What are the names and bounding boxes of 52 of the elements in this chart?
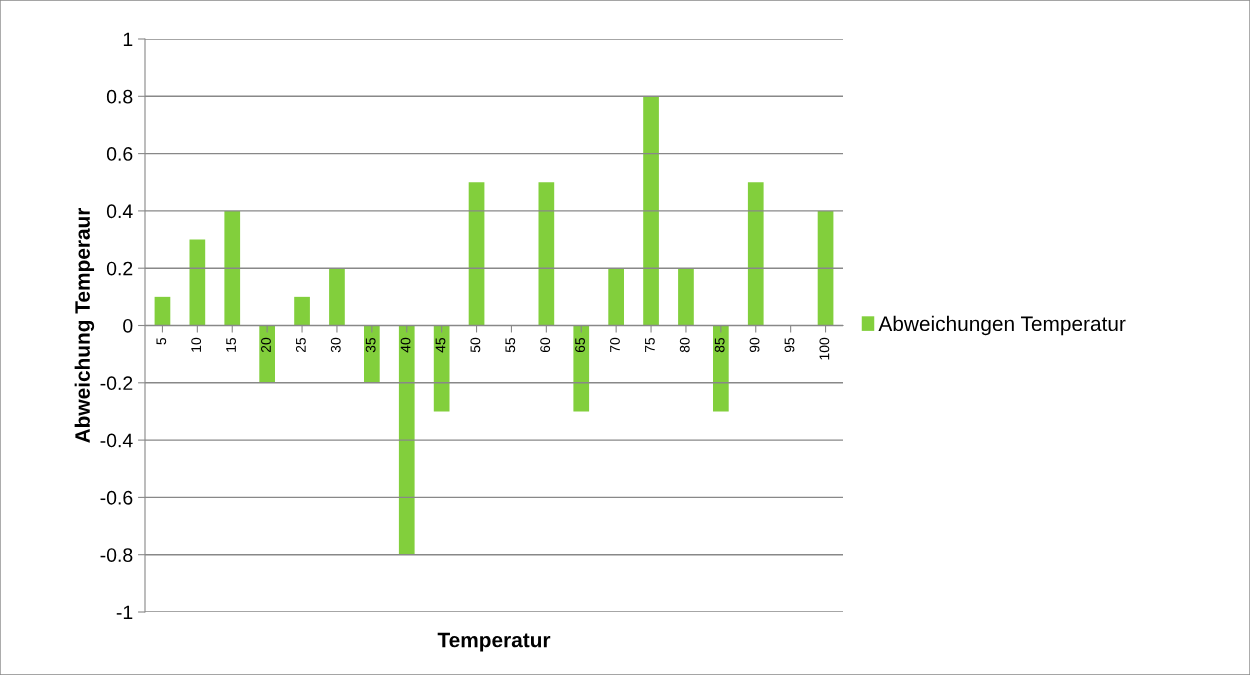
x-tick-label: 80 bbox=[679, 337, 690, 353]
x-tick-label: 50 bbox=[470, 337, 481, 353]
legend-label: Abweichungen Temperatur bbox=[878, 315, 1126, 336]
bar bbox=[713, 325, 729, 412]
x-tick-label: 85 bbox=[714, 337, 725, 353]
x-tick-label: 40 bbox=[400, 337, 411, 353]
x-tick-label: 95 bbox=[784, 337, 795, 353]
y-tick-label: 0.8 bbox=[106, 89, 133, 104]
bar bbox=[538, 182, 555, 326]
bar bbox=[259, 325, 275, 383]
y-tick-label: -0.8 bbox=[100, 548, 133, 562]
x-tick-label: 100 bbox=[819, 337, 830, 360]
y-tick-label: -1 bbox=[116, 605, 133, 620]
y-tick-label: -0.6 bbox=[100, 490, 133, 505]
y-tick-label: 0.2 bbox=[106, 261, 133, 276]
bar bbox=[433, 325, 450, 412]
x-tick-label: 20 bbox=[261, 337, 271, 353]
x-axis-title: Temperatur bbox=[437, 632, 551, 652]
y-axis-title: Abweichung Temperaur bbox=[74, 207, 95, 443]
y-tick-label: -0.2 bbox=[100, 376, 133, 391]
y-tick-label: 0.6 bbox=[106, 147, 133, 161]
bar bbox=[294, 296, 310, 326]
bar bbox=[224, 210, 241, 326]
x-tick-label: 55 bbox=[505, 337, 516, 353]
bar bbox=[329, 268, 345, 326]
x-tick-label: 45 bbox=[435, 337, 446, 353]
x-tick-label: 25 bbox=[295, 337, 306, 353]
y-tick-label: 1 bbox=[123, 32, 133, 47]
x-tick-label: 75 bbox=[645, 337, 655, 353]
x-tick-label: 10 bbox=[191, 337, 202, 352]
y-tick-label: -0.4 bbox=[100, 433, 133, 448]
bar bbox=[154, 296, 171, 326]
x-tick-label: 35 bbox=[365, 337, 376, 353]
bar bbox=[747, 182, 764, 326]
bar bbox=[398, 325, 415, 555]
bar bbox=[468, 182, 485, 326]
x-tick-label: 15 bbox=[226, 337, 236, 352]
bar bbox=[364, 325, 380, 383]
bar bbox=[608, 268, 624, 326]
bar bbox=[643, 96, 659, 326]
x-tick-label: 65 bbox=[575, 337, 585, 353]
bar bbox=[678, 268, 694, 326]
bar bbox=[189, 239, 206, 326]
y-tick-label: 0.4 bbox=[106, 204, 133, 219]
x-tick-label: 30 bbox=[330, 337, 341, 353]
bar bbox=[573, 325, 590, 412]
x-tick-label: 90 bbox=[749, 337, 760, 353]
bar bbox=[817, 210, 834, 326]
y-tick-label: 0 bbox=[123, 318, 133, 333]
x-tick-label: 70 bbox=[610, 337, 620, 353]
x-tick-label: 5 bbox=[156, 337, 167, 345]
x-tick-label: 60 bbox=[540, 337, 551, 353]
